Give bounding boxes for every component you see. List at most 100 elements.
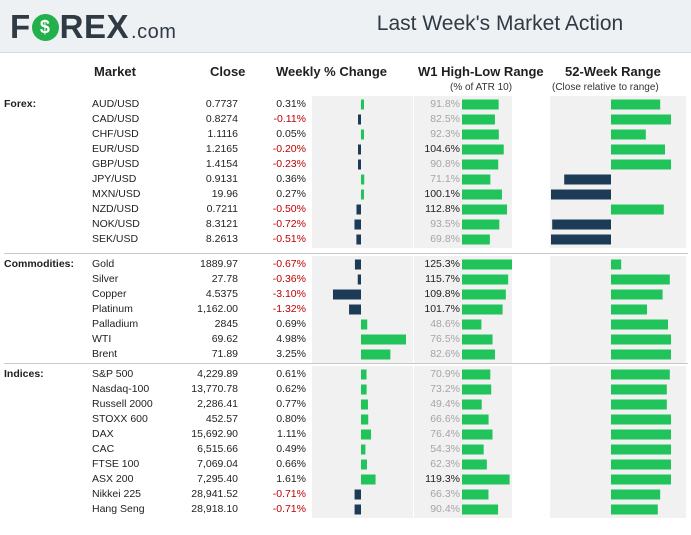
- weekly-change-value: -0.50%: [272, 203, 306, 215]
- weekly-change-value: -0.11%: [273, 113, 307, 125]
- w1-range-bar: [462, 334, 493, 345]
- weekly-change-value: 1.61%: [276, 473, 306, 485]
- w52-range-bar: [611, 504, 658, 515]
- table-row: CHF/USD 1.1116 0.05% 92.3%: [0, 127, 691, 142]
- table-row: STOXX 600 452.57 0.80% 66.6%: [0, 412, 691, 427]
- w1-range-bar: [462, 384, 492, 395]
- close-value: 27.78: [211, 273, 238, 285]
- close-value: 0.9131: [205, 173, 238, 185]
- w52-range-bar: [611, 99, 661, 110]
- market-name: NOK/USD: [92, 218, 140, 230]
- weekly-change-value: 0.05%: [276, 128, 306, 140]
- market-name: FTSE 100: [92, 458, 140, 470]
- atr-range-value: 82.5%: [430, 113, 460, 125]
- weekly-change-bar: [361, 174, 365, 185]
- table-row: SEK/USD 8.2613 -0.51% 69.8%: [0, 232, 691, 247]
- atr-range-value: 48.6%: [430, 318, 460, 330]
- atr-range-value: 119.3%: [425, 473, 460, 485]
- weekly-change-bar: [358, 114, 361, 125]
- w52-range-bar: [611, 444, 671, 455]
- weekly-change-bar: [361, 399, 368, 410]
- weekly-change-value: 0.49%: [276, 443, 306, 455]
- w1-range-bar: [462, 99, 499, 110]
- close-value: 7,069.04: [197, 458, 238, 470]
- market-name: Nikkei 225: [92, 488, 142, 500]
- table-row: Palladium 2845 0.69% 48.6%: [0, 317, 691, 332]
- weekly-change-bar: [357, 274, 361, 285]
- weekly-change-value: -0.51%: [272, 233, 306, 245]
- weekly-change-bar: [361, 189, 364, 200]
- column-shade-panel: [312, 96, 413, 248]
- w52-range-bar: [611, 414, 671, 425]
- weekly-change-value: 0.69%: [276, 318, 306, 330]
- market-name: NZD/USD: [92, 203, 139, 215]
- weekly-change-bar: [361, 369, 367, 380]
- close-value: 2845: [214, 318, 238, 330]
- atr-range-value: 101.7%: [424, 303, 460, 315]
- table-row: Silver 27.78 -0.36% 115.7%: [0, 272, 691, 287]
- table-row: FTSE 100 7,069.04 0.66% 62.3%: [0, 457, 691, 472]
- w52-range-bar: [611, 369, 670, 380]
- w52-range-bar: [611, 474, 671, 485]
- w1-range-bar: [462, 159, 499, 170]
- weekly-change-value: 0.31%: [276, 98, 306, 110]
- atr-range-value: 115.7%: [425, 273, 460, 285]
- weekly-change-bar: [361, 99, 364, 110]
- atr-range-value: 66.6%: [430, 413, 460, 425]
- market-name: CHF/USD: [92, 128, 139, 140]
- atr-range-value: 70.9%: [430, 368, 460, 380]
- w1-range-bar: [462, 129, 499, 140]
- weekly-change-bar: [354, 489, 361, 500]
- market-name: Platinum: [92, 303, 133, 315]
- column-header-market: Market: [94, 64, 136, 79]
- w1-range-bar: [462, 174, 491, 185]
- market-name: EUR/USD: [92, 143, 140, 155]
- w1-range-bar: [462, 399, 482, 410]
- weekly-change-bar: [361, 459, 367, 470]
- group-separator: [4, 253, 688, 254]
- atr-range-value: 90.8%: [430, 158, 460, 170]
- group-label-row: Forex:: [0, 97, 691, 112]
- table-row: S&P 500 4,229.89 0.61% 70.9%: [0, 367, 691, 382]
- column-subheader-w1-range: (% of ATR 10): [450, 82, 513, 93]
- weekly-change-bar: [361, 429, 372, 440]
- atr-range-value: 90.4%: [430, 503, 460, 515]
- group-label-row: Commodities:: [0, 257, 691, 272]
- atr-range-value: 54.3%: [430, 443, 460, 455]
- weekly-change-bar: [358, 159, 361, 170]
- close-value: 6,515.66: [197, 443, 238, 455]
- w52-range-bar: [611, 489, 661, 500]
- market-name: Hang Seng: [92, 503, 145, 515]
- column-header-w1-range: W1 High-Low Range: [418, 64, 544, 79]
- atr-range-value: 71.1%: [430, 173, 460, 185]
- atr-range-value: 76.4%: [430, 428, 460, 440]
- market-name: MXN/USD: [92, 188, 141, 200]
- w1-range-bar: [462, 429, 493, 440]
- w1-range-bar: [462, 204, 508, 215]
- weekly-change-bar: [361, 474, 376, 485]
- market-name: CAC: [92, 443, 115, 455]
- market-name: Copper: [92, 288, 127, 300]
- table-row: Hang Seng 28,918.10 -0.71% 90.4%: [0, 502, 691, 517]
- w1-range-bar: [462, 414, 489, 425]
- w52-range-bar: [611, 274, 670, 285]
- weekly-change-bar: [361, 349, 391, 360]
- table-row: WTI 69.62 4.98% 76.5%: [0, 332, 691, 347]
- market-name: Russell 2000: [92, 398, 153, 410]
- w1-range-bar: [462, 144, 504, 155]
- market-name: CAD/USD: [92, 113, 140, 125]
- atr-range-value: 92.3%: [430, 128, 460, 140]
- market-name: ASX 200: [92, 473, 134, 485]
- w52-range-bar: [611, 129, 646, 140]
- close-value: 0.8274: [205, 113, 238, 125]
- table-row: CAC 6,515.66 0.49% 54.3%: [0, 442, 691, 457]
- weekly-change-bar: [356, 204, 361, 215]
- market-name: Brent: [92, 348, 118, 360]
- column-subheader-52-week-range: (Close relative to range): [552, 82, 659, 93]
- table-row: ASX 200 7,295.40 1.61% 119.3%: [0, 472, 691, 487]
- column-header-close: Close: [210, 64, 246, 79]
- w1-range-bar: [462, 114, 495, 125]
- table-row: Platinum 1,162.00 -1.32% 101.7%: [0, 302, 691, 317]
- close-value: 0.7211: [206, 203, 238, 215]
